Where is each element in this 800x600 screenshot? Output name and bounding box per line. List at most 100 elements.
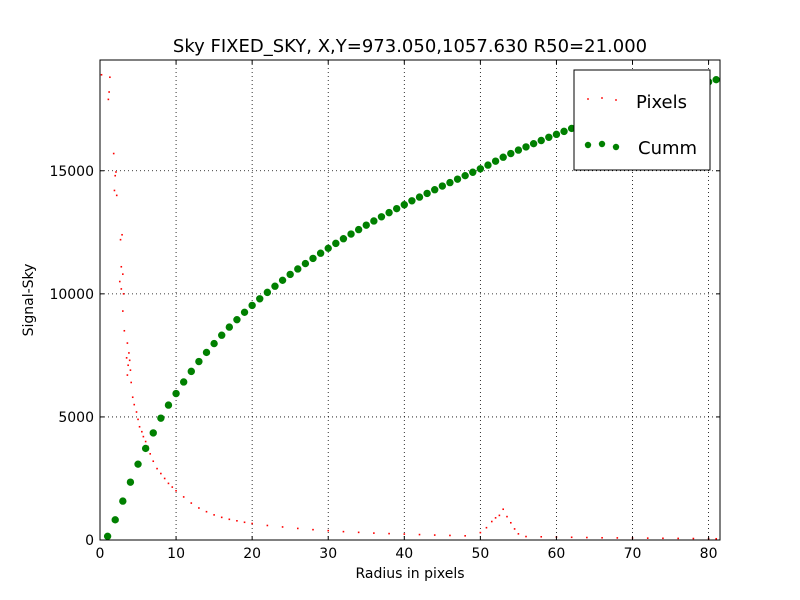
pixels-point — [126, 342, 129, 344]
pixels-point — [119, 238, 122, 241]
cumm-point — [324, 244, 332, 253]
pixels-point — [160, 472, 162, 475]
pixels-point — [156, 467, 158, 470]
cumm-point — [294, 265, 302, 273]
pixels-point — [517, 533, 520, 535]
y-tick-label: 0 — [85, 533, 94, 549]
cumm-point — [316, 249, 325, 257]
pixels-point — [205, 510, 208, 513]
pixels-point — [122, 293, 125, 295]
pixels-point — [692, 537, 695, 540]
pixels-point — [312, 528, 314, 531]
cumm-point — [408, 197, 416, 205]
cumm-point — [446, 178, 454, 187]
pixels-point — [109, 76, 111, 79]
pixels-point — [570, 536, 573, 539]
cumm-point — [469, 168, 477, 176]
cumm-point — [164, 401, 173, 409]
pixels-point — [449, 534, 451, 537]
legend-cumm-marker — [584, 140, 620, 151]
cumm-point — [339, 235, 348, 243]
cumm-point — [271, 282, 279, 290]
pixels-point — [152, 460, 155, 463]
pixels-point — [163, 477, 166, 480]
pixels-point — [128, 359, 131, 362]
cumm-point — [491, 157, 500, 165]
cumm-point — [537, 136, 545, 145]
pixels-point — [182, 496, 185, 498]
cumm-point — [522, 143, 530, 151]
cumm-point — [453, 175, 462, 183]
cumm-point — [385, 208, 393, 217]
cumm-point — [431, 186, 439, 194]
cumm-point — [370, 217, 378, 225]
y-tick-label: 15000 — [49, 164, 94, 180]
x-tick-label: 30 — [319, 546, 337, 562]
pixels-point — [130, 381, 132, 384]
cumm-point — [187, 367, 195, 376]
pixels-point — [677, 537, 679, 540]
cumm-point — [210, 339, 218, 348]
legend-pixels-label: Pixels — [636, 92, 687, 113]
cumm-point — [157, 414, 165, 422]
y-tick-label: 10000 — [49, 287, 94, 303]
cumm-point — [545, 133, 553, 141]
pixels-point — [175, 489, 177, 492]
pixels-point — [123, 329, 126, 332]
cumm-point — [423, 189, 431, 198]
pixels-point — [108, 91, 110, 93]
pixels-point — [525, 535, 527, 538]
pixels-point — [167, 482, 170, 485]
pixels-point — [485, 526, 488, 529]
pixels-point — [464, 535, 466, 537]
pixels-point — [149, 453, 152, 455]
x-tick-label: 70 — [624, 546, 642, 562]
cumm-point — [712, 75, 720, 84]
pixels-point — [107, 98, 110, 101]
cumm-point — [476, 165, 485, 173]
pixels-point — [586, 536, 588, 539]
pixels-point — [506, 515, 508, 518]
cumm-point — [172, 389, 180, 398]
pixels-point — [120, 288, 123, 290]
pixels-point — [100, 73, 103, 76]
y-axis-label: Signal-Sky — [21, 264, 37, 337]
pixels-point — [138, 425, 141, 428]
pixels-point — [540, 536, 543, 538]
pixels-point — [112, 152, 115, 155]
pixels-point — [403, 533, 406, 535]
cumm-point — [507, 149, 515, 158]
cumm-point — [560, 127, 568, 136]
pixels-point — [228, 518, 231, 521]
legend-pixels-dot — [615, 99, 617, 101]
pixels-point — [137, 418, 139, 421]
cumm-point — [248, 301, 256, 310]
pixels-point — [114, 174, 117, 177]
pixels-point — [131, 396, 134, 399]
pixels-point — [494, 517, 497, 519]
cumm-point — [263, 288, 272, 297]
pixels-point — [266, 524, 269, 527]
pixels-point — [601, 536, 603, 539]
pixels-point — [127, 364, 129, 367]
pixels-point — [120, 265, 123, 268]
pixels-point — [616, 537, 619, 539]
pixels-point — [220, 516, 223, 519]
legend-cumm-dot — [598, 140, 606, 148]
legend-cumm-label: Cumm — [638, 138, 697, 159]
cumm-point — [484, 161, 492, 169]
cumm-point — [552, 130, 561, 139]
cumm-point — [103, 532, 112, 541]
cumm-point — [233, 315, 241, 324]
pixels-point — [144, 440, 147, 443]
pixels-point — [433, 534, 436, 536]
cumm-point — [332, 239, 340, 248]
cumm-point — [400, 201, 408, 209]
pixels-point — [281, 526, 284, 528]
cumm-point — [392, 204, 401, 213]
pixels-point — [479, 531, 482, 534]
pixels-point — [121, 233, 123, 236]
cumm-point — [529, 139, 538, 148]
axis-ticks — [99, 60, 720, 541]
pixels-point — [213, 514, 215, 516]
